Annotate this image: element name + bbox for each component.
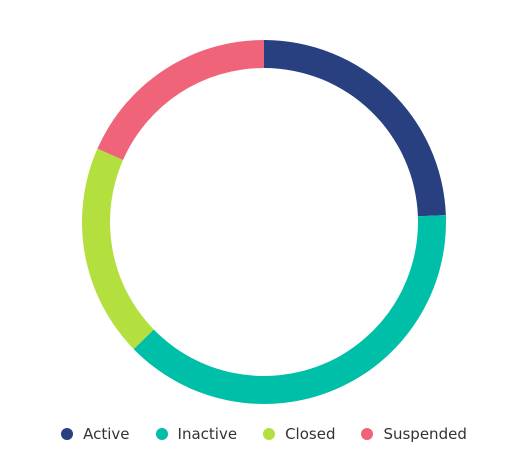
legend-dot-inactive [155,428,168,440]
legend-label-closed: Closed [285,425,336,443]
legend-label-active: Active [83,425,130,443]
donut-slice-active[interactable] [264,40,446,217]
legend-dot-closed [263,428,276,440]
legend-item-closed[interactable]: Closed [263,425,335,443]
legend-dot-suspended [361,428,374,440]
legend-label-inactive: Inactive [177,425,238,443]
legend-label-suspended: Suspended [383,425,467,443]
donut-slice-inactive[interactable] [133,215,447,405]
donut-slice-suspended[interactable] [97,40,264,160]
legend-item-inactive[interactable]: Inactive [155,425,238,443]
donut-slice-closed[interactable] [82,148,154,350]
chart-legend: Active Inactive Closed Suspended [0,425,528,443]
legend-dot-active [61,428,74,440]
legend-item-suspended[interactable]: Suspended [361,425,467,443]
legend-item-active[interactable]: Active [61,425,130,443]
